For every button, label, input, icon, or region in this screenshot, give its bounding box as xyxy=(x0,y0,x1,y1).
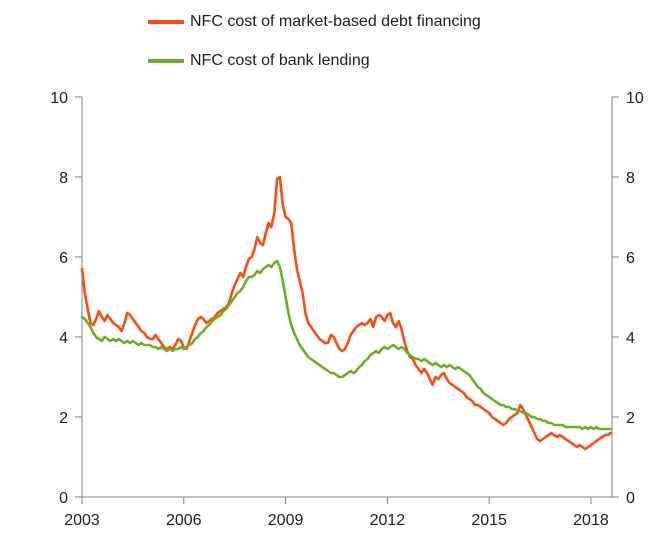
y-tick-label-left: 2 xyxy=(59,410,68,427)
x-tick-label: 2006 xyxy=(166,512,202,529)
x-tick-label: 2009 xyxy=(268,512,304,529)
y-tick-label-right: 4 xyxy=(626,330,635,347)
y-tick-label-left: 6 xyxy=(59,250,68,267)
x-tick-label: 2003 xyxy=(64,512,100,529)
y-tick-label-left: 8 xyxy=(59,170,68,187)
legend-swatch-bank-icon xyxy=(148,59,184,63)
series-line-bank-lending xyxy=(80,259,613,431)
legend-label-market: NFC cost of market-based debt financing xyxy=(190,13,481,30)
y-tick-label-right: 0 xyxy=(626,490,635,507)
x-tick-label: 2018 xyxy=(573,512,609,529)
series-line-market-debt xyxy=(80,175,613,451)
y-tick-label-left: 10 xyxy=(50,90,68,107)
y-tick-label-left: 0 xyxy=(59,490,68,507)
legend: NFC cost of market-based debt financing … xyxy=(148,10,481,88)
y-tick-label-right: 8 xyxy=(626,170,635,187)
legend-item-bank: NFC cost of bank lending xyxy=(148,49,481,73)
y-tick-label-left: 4 xyxy=(59,330,68,347)
y-tick-label-right: 6 xyxy=(626,250,635,267)
legend-label-bank: NFC cost of bank lending xyxy=(190,52,370,69)
x-tick-label: 2012 xyxy=(370,512,406,529)
y-tick-label-right: 10 xyxy=(626,90,644,107)
x-tick-label: 2015 xyxy=(471,512,507,529)
legend-item-market: NFC cost of market-based debt financing xyxy=(148,10,481,34)
y-tick-label-right: 2 xyxy=(626,410,635,427)
legend-swatch-market-icon xyxy=(148,20,184,24)
